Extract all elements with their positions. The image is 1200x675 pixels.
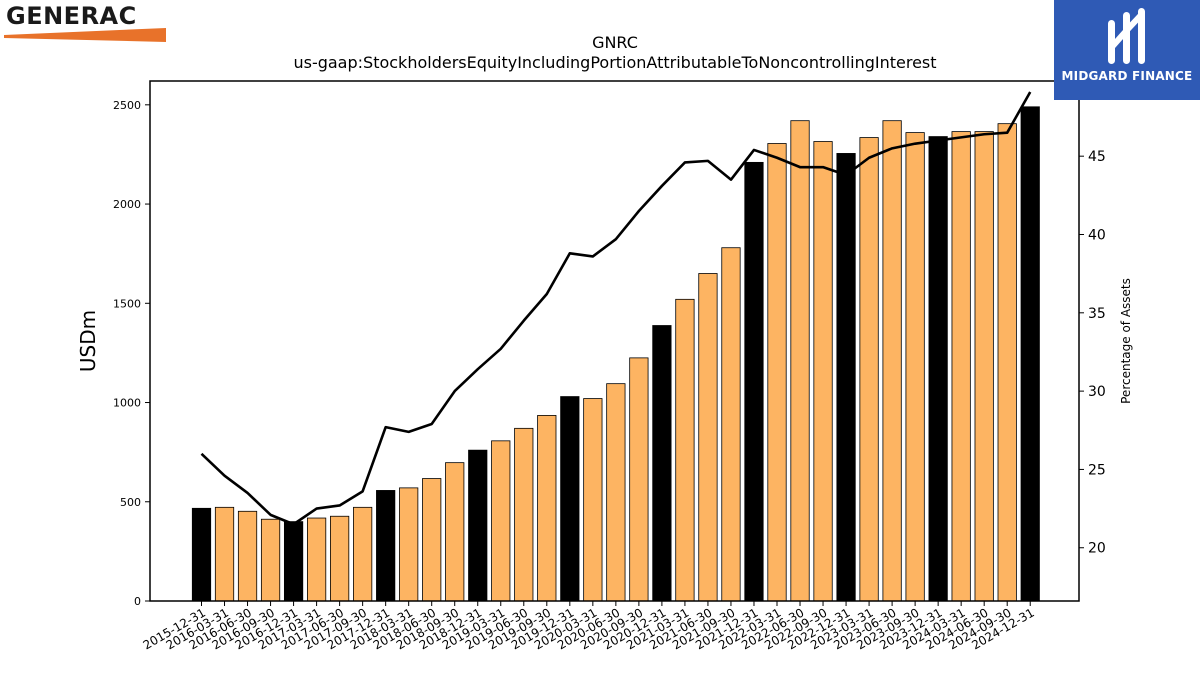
percentage-of-assets-line	[200, 91, 1032, 526]
midgard-finance-logo: MIDGARD FINANCE	[1054, 0, 1200, 100]
bar-2016-09-30	[260, 518, 281, 602]
y-tick-label: 1500	[113, 297, 141, 310]
generac-logo-text: GENERAC	[6, 2, 137, 30]
bar-2021-06-30	[698, 273, 718, 602]
y-tick-label: 2000	[113, 198, 141, 211]
bar-2021-12-31	[744, 161, 764, 602]
x-axis: 2015-12-312016-03-312016-06-302016-09-30…	[141, 601, 1037, 652]
generac-swoosh-icon	[4, 28, 166, 42]
bar-2020-09-30	[629, 357, 649, 602]
bar-2017-03-31	[306, 517, 327, 602]
bar-2017-09-30	[353, 506, 373, 602]
y2-axis: 20 25 30 35 40 45	[1079, 149, 1106, 557]
y2-tick-label: 25	[1088, 462, 1106, 478]
bar-2024-12-31	[1020, 106, 1040, 602]
midgard-mark-icon	[1108, 8, 1145, 64]
bar-2023-03-31	[859, 137, 879, 602]
bar-2017-12-31	[376, 490, 396, 602]
generac-logo: GENERAC	[4, 2, 174, 44]
bar-2024-03-31	[951, 131, 971, 602]
y2-tick-label: 40	[1088, 227, 1106, 243]
bar-2022-09-30	[813, 141, 833, 602]
bar-2016-12-31	[283, 521, 304, 602]
bar-2022-06-30	[790, 120, 810, 602]
bar-2023-09-30	[905, 132, 925, 602]
bar-2024-06-30	[974, 131, 994, 602]
bar-2018-03-31	[399, 487, 419, 602]
y-tick-label: 0	[134, 595, 141, 608]
bar-2020-06-30	[606, 383, 626, 602]
bar-2018-06-30	[422, 478, 442, 602]
bar-2018-09-30	[445, 462, 465, 602]
bar-2023-12-31	[928, 136, 948, 602]
plot-frame	[149, 80, 1080, 602]
y2-tick-label: 45	[1088, 149, 1106, 165]
y2-tick-label: 20	[1088, 541, 1106, 557]
bar-2016-03-31	[214, 506, 235, 602]
y2-tick-label: 35	[1088, 306, 1106, 322]
y-tick-label: 500	[120, 496, 141, 509]
bar-2019-03-31	[491, 440, 511, 602]
chart-subtitle: us-gaap:StockholdersEquityIncludingPorti…	[293, 53, 936, 72]
y-tick-label: 2500	[113, 99, 141, 112]
bar-2022-03-31	[767, 143, 787, 602]
bar-2023-06-30	[882, 120, 902, 602]
bar-2016-06-30	[237, 510, 258, 602]
bar-2015-12-31	[191, 507, 212, 602]
bar-2018-12-31	[468, 449, 488, 602]
y2-axis-label: Percentage of Assets	[1119, 278, 1133, 404]
bar-2021-09-30	[721, 247, 741, 602]
bar-2019-06-30	[514, 427, 534, 602]
y-tick-label: 1000	[113, 397, 141, 410]
y-axis: 0 500 1000 1500 2000 2500	[113, 99, 150, 608]
bar-2019-09-30	[537, 415, 557, 602]
line-series	[200, 91, 1032, 526]
bar-2024-09-30	[997, 123, 1017, 602]
bar-2020-12-31	[652, 325, 672, 602]
bar-2022-12-31	[836, 153, 856, 602]
bar-series	[191, 106, 1040, 602]
bar-2019-12-31	[560, 396, 580, 602]
midgard-logo-text: MIDGARD FINANCE	[1061, 69, 1193, 83]
chart-title: GNRC	[592, 33, 638, 52]
bar-2017-06-30	[330, 515, 350, 602]
bar-2020-03-31	[583, 398, 603, 602]
bar-2021-03-31	[675, 298, 695, 602]
y2-tick-label: 30	[1088, 384, 1106, 400]
y-axis-label: USDm	[76, 310, 100, 372]
